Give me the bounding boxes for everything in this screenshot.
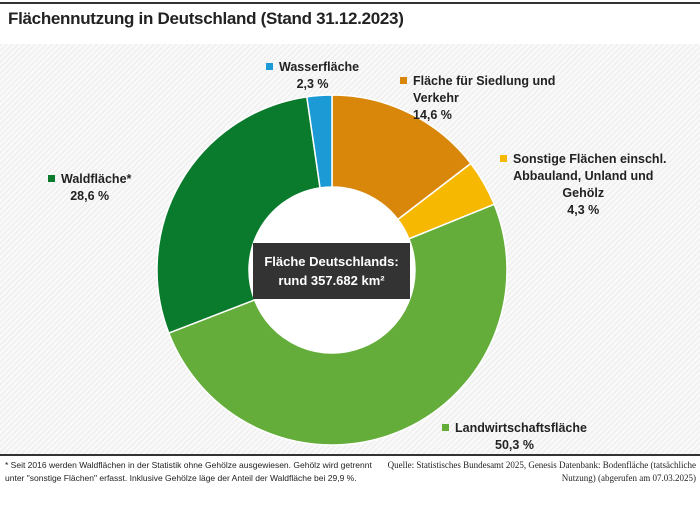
legend-swatch [48,175,55,183]
source-line: Quelle: Statistisches Bundesamt 2025, Ge… [387,460,696,470]
value-label: 50,3 % [495,438,534,452]
label-landwirtschaft: Landwirtschaftsfläche 50,3 % [442,420,587,454]
value-label: 2,3 % [296,77,329,91]
value-label: 14,6 % [413,108,452,122]
label-text: Landwirtschaftsfläche [455,421,587,435]
legend-swatch [400,77,407,85]
value-label: 4,3 % [567,203,600,217]
value-label: 28,6 % [70,189,110,203]
label-text: Sonstige Flächen einschl. [513,152,667,166]
footnote-line: * Seit 2016 werden Waldflächen in der St… [5,460,372,470]
footnote: * Seit 2016 werden Waldflächen in der St… [5,459,372,485]
legend-swatch [500,155,507,163]
label-wald: Waldfläche* 28,6 % [48,171,131,205]
center-label-line: rund 357.682 km² [278,273,385,288]
label-text: Gehölz [562,186,605,200]
label-wasser: Wasserfläche 2,3 % [266,59,359,93]
chart-title: Flächennutzung in Deutschland (Stand 31.… [8,9,404,28]
footnote-line: unter "sonstige Flächen" erfasst. Inklus… [5,473,357,483]
center-label: Fläche Deutschlands: rund 357.682 km² [253,243,410,299]
source: Quelle: Statistisches Bundesamt 2025, Ge… [388,459,696,485]
label-text: Waldfläche* [61,172,132,186]
top-rule [0,2,700,4]
legend-swatch [266,63,273,71]
label-siedlung: Fläche für Siedlung und Verkehr 14,6 % [400,73,555,124]
label-sonstige: Sonstige Flächen einschl. Abbauland, Unl… [500,151,667,219]
label-text: Verkehr [413,91,459,105]
label-text: Abbauland, Unland und [513,169,654,183]
legend-swatch [442,424,449,432]
label-text: Fläche für Siedlung und [413,74,556,88]
label-text: Wasserfläche [279,60,360,74]
bottom-rule [0,454,700,456]
center-label-line: Fläche Deutschlands: [264,254,399,269]
source-line: Nutzung) (abgerufen am 07.03.2025) [561,473,696,483]
